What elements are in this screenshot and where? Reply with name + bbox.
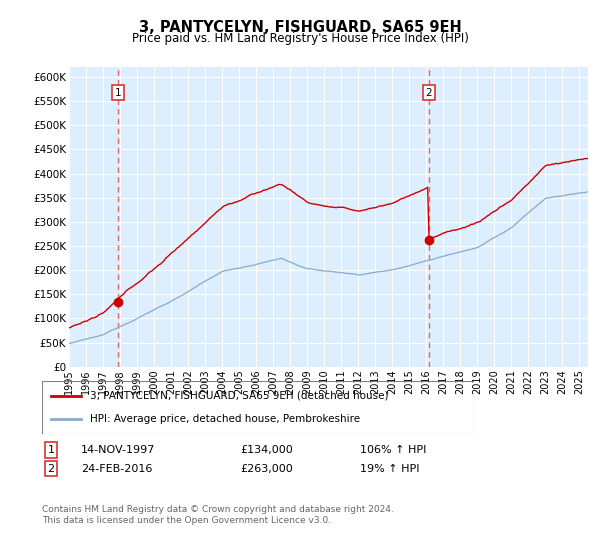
Text: 1: 1 (115, 88, 121, 98)
Text: 1: 1 (47, 445, 55, 455)
Text: HPI: Average price, detached house, Pembrokeshire: HPI: Average price, detached house, Pemb… (89, 414, 359, 424)
Text: Price paid vs. HM Land Registry's House Price Index (HPI): Price paid vs. HM Land Registry's House … (131, 32, 469, 45)
Text: 24-FEB-2016: 24-FEB-2016 (81, 464, 152, 474)
Text: Contains HM Land Registry data © Crown copyright and database right 2024.
This d: Contains HM Land Registry data © Crown c… (42, 505, 394, 525)
Text: 2: 2 (47, 464, 55, 474)
Text: 19% ↑ HPI: 19% ↑ HPI (360, 464, 419, 474)
Text: 3, PANTYCELYN, FISHGUARD, SA65 9EH (detached house): 3, PANTYCELYN, FISHGUARD, SA65 9EH (deta… (89, 391, 388, 401)
Text: £134,000: £134,000 (240, 445, 293, 455)
Text: £263,000: £263,000 (240, 464, 293, 474)
Text: 3, PANTYCELYN, FISHGUARD, SA65 9EH: 3, PANTYCELYN, FISHGUARD, SA65 9EH (139, 20, 461, 35)
Text: 2: 2 (425, 88, 432, 98)
Text: 14-NOV-1997: 14-NOV-1997 (81, 445, 155, 455)
Text: 106% ↑ HPI: 106% ↑ HPI (360, 445, 427, 455)
